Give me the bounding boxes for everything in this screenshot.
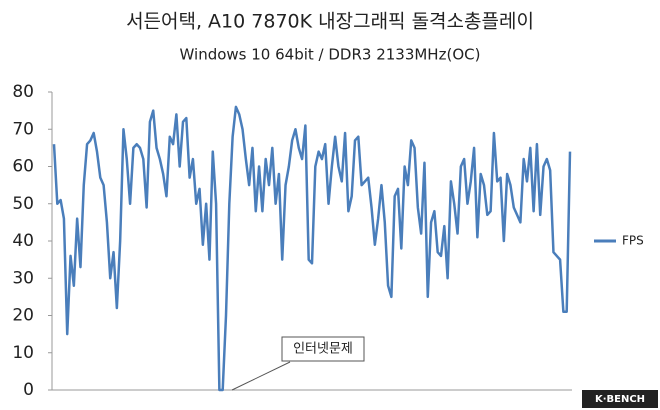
legend-label: FPS — [622, 234, 644, 248]
y-tick-label: 80 — [12, 82, 34, 102]
y-tick-label: 50 — [12, 194, 34, 214]
annotation-box — [281, 336, 365, 362]
watermark-box — [582, 390, 658, 408]
chart-subtitle: Windows 10 64bit / DDR3 2133MHz(OC) — [180, 46, 481, 64]
y-tick-label: 30 — [12, 268, 34, 288]
y-tick-label: 20 — [12, 306, 34, 326]
annotation: 인터넷문제 — [293, 342, 353, 357]
y-tick-label: 10 — [12, 343, 34, 363]
callout-line — [231, 361, 291, 391]
series-line — [52, 105, 572, 392]
y-tick-label: 0 — [23, 380, 34, 400]
y-tick-label: 70 — [12, 119, 34, 139]
y-tick-label: 40 — [12, 231, 34, 251]
chart-title: 서든어택, A10 7870K 내장그래픽 돌격소총플레이 — [126, 11, 534, 33]
watermark: K·BENCH — [595, 394, 645, 405]
y-tick-label: 60 — [12, 157, 34, 177]
